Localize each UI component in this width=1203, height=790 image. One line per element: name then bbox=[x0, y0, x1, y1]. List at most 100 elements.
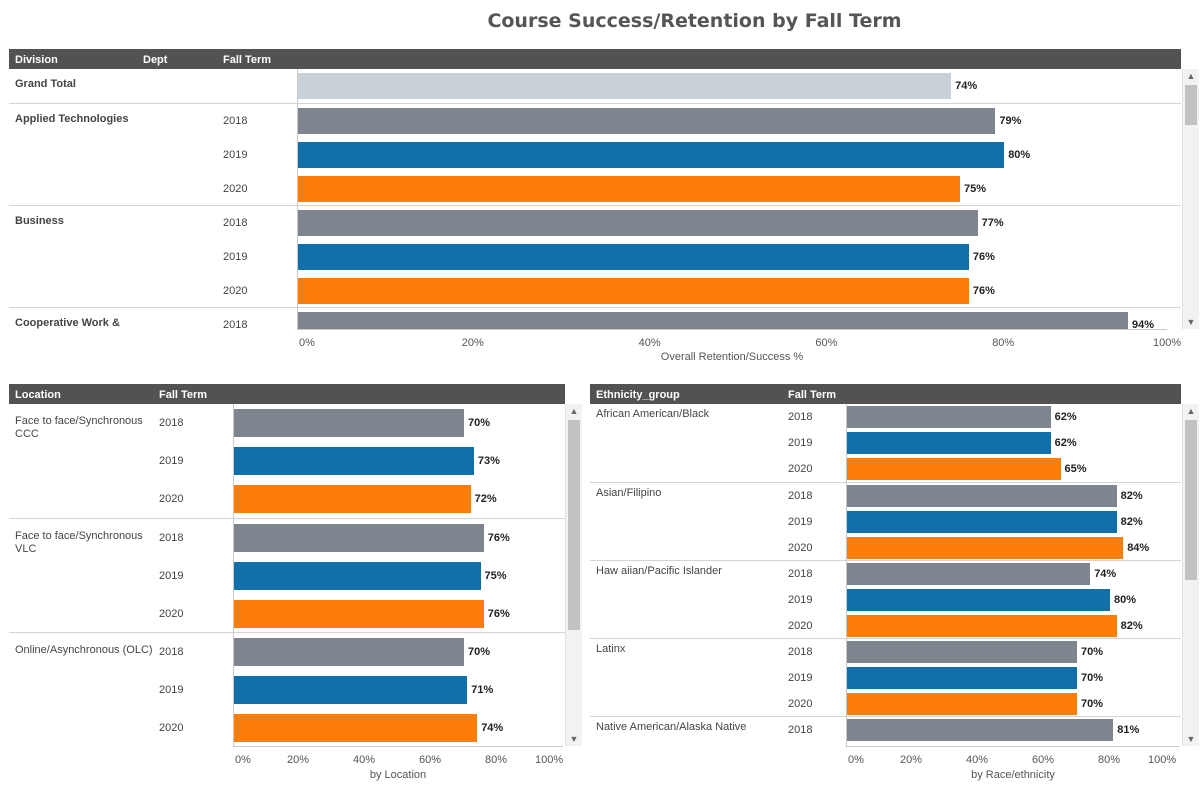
x-tick-label: 20% bbox=[287, 754, 310, 766]
term-label: 2020 bbox=[788, 620, 813, 632]
fall-term-column-header: Fall Term bbox=[223, 54, 272, 66]
term-label: 2018 bbox=[223, 217, 248, 229]
division-scrollbar[interactable]: ▲ ▼ bbox=[1182, 69, 1199, 329]
x-tick-label: 80% bbox=[1098, 754, 1121, 766]
group-label: Haw aiian/Pacific Islander bbox=[596, 565, 722, 577]
ethnicity-group-column-header: Ethnicity_group bbox=[596, 389, 680, 401]
bar-2020[interactable] bbox=[297, 278, 969, 304]
data-label: 80% bbox=[1114, 594, 1137, 606]
bar-2020[interactable] bbox=[297, 176, 960, 202]
bar-2020[interactable] bbox=[233, 485, 471, 513]
bar-2020[interactable] bbox=[846, 458, 1061, 480]
bar-2018[interactable] bbox=[846, 563, 1091, 585]
scroll-thumb[interactable] bbox=[1185, 420, 1197, 580]
group-label: Native American/Alaska Native bbox=[596, 721, 747, 733]
group-label: Grand Total bbox=[15, 78, 76, 90]
x-tick-label: 0% bbox=[235, 754, 251, 766]
bar-2019[interactable] bbox=[846, 589, 1110, 611]
bar-2020[interactable] bbox=[846, 693, 1077, 715]
scroll-down-arrow-icon[interactable]: ▼ bbox=[1186, 734, 1196, 744]
scroll-down-arrow-icon[interactable]: ▼ bbox=[569, 734, 579, 744]
term-label: 2019 bbox=[788, 594, 813, 606]
data-label: 74% bbox=[1094, 568, 1117, 580]
term-label: 2020 bbox=[159, 608, 184, 620]
bar-2018[interactable] bbox=[233, 409, 464, 437]
ethnicity-scrollbar[interactable]: ▲ ▼ bbox=[1182, 404, 1199, 746]
bar-2020[interactable] bbox=[233, 714, 478, 742]
x-tick-label: 20% bbox=[461, 337, 484, 349]
scroll-up-arrow-icon[interactable]: ▲ bbox=[1186, 406, 1196, 416]
row-group: Face to face/Synchronous CCC 2018 70% 2019 7… bbox=[9, 404, 565, 518]
bar-2018[interactable] bbox=[846, 641, 1077, 663]
x-tick-label: 0% bbox=[299, 337, 315, 349]
location-scrollbar[interactable]: ▲ ▼ bbox=[565, 404, 582, 746]
location-chart-panel: Location Fall Term Face to face/Synchron… bbox=[9, 384, 565, 784]
x-tick-label: 80% bbox=[485, 754, 508, 766]
data-label: 62% bbox=[1054, 437, 1077, 449]
term-label: 2020 bbox=[159, 493, 184, 505]
bar-2018[interactable] bbox=[233, 524, 484, 552]
term-label: 2018 bbox=[223, 115, 248, 127]
x-tick-label: 100% bbox=[535, 754, 564, 766]
scroll-down-arrow-icon[interactable]: ▼ bbox=[1186, 317, 1196, 327]
bar-2019[interactable] bbox=[297, 142, 1005, 168]
data-label: 79% bbox=[999, 115, 1022, 127]
division-table-header: Division Dept Fall Term bbox=[9, 49, 1181, 69]
data-label: 70% bbox=[468, 646, 491, 658]
scroll-thumb[interactable] bbox=[1185, 85, 1197, 125]
row-group: Asian/Filipino 2018 82% 2019 82% 2020 84% bbox=[590, 482, 1181, 560]
ethnicity-table-header: Ethnicity_group Fall Term bbox=[590, 384, 1181, 404]
bar-2019[interactable] bbox=[233, 447, 474, 475]
x-tick-label: 0% bbox=[848, 754, 864, 766]
data-label: 71% bbox=[471, 684, 494, 696]
term-label: 2018 bbox=[159, 532, 184, 544]
division-x-axis: 0% 20% 40% 60% 80% 100% bbox=[297, 329, 1181, 349]
row-group: Cooperative Work & 2018 94% bbox=[9, 307, 1181, 329]
row-group: Face to face/Synchronous VLC 2018 76% 2019 7… bbox=[9, 518, 565, 632]
data-label: 76% bbox=[487, 532, 510, 544]
term-label: 2018 bbox=[788, 646, 813, 658]
division-x-axis-title: Overall Retention/Success % bbox=[660, 351, 804, 363]
bar-2019[interactable] bbox=[233, 676, 468, 704]
data-label: 76% bbox=[972, 285, 995, 297]
term-label: 2019 bbox=[788, 437, 813, 449]
data-label: 77% bbox=[981, 217, 1004, 229]
scroll-up-arrow-icon[interactable]: ▲ bbox=[1186, 71, 1196, 81]
bar-2019[interactable] bbox=[297, 244, 969, 270]
scroll-thumb[interactable] bbox=[568, 420, 580, 630]
bar-2019[interactable] bbox=[846, 511, 1117, 533]
row-group: Online/Asynchronous (OLC) 2018 70% 2019 71% 2… bbox=[9, 632, 565, 746]
bar-total[interactable] bbox=[297, 73, 952, 99]
bar-2019[interactable] bbox=[233, 562, 481, 590]
bar-2020[interactable] bbox=[846, 615, 1117, 637]
data-label: 65% bbox=[1064, 463, 1087, 475]
bar-2018[interactable] bbox=[846, 485, 1117, 507]
scroll-up-arrow-icon[interactable]: ▲ bbox=[569, 406, 579, 416]
bar-2018[interactable] bbox=[297, 108, 996, 134]
dept-column-header: Dept bbox=[143, 54, 168, 66]
term-label: 2019 bbox=[159, 684, 184, 696]
bar-2020[interactable] bbox=[233, 600, 484, 628]
location-rows: Face to face/Synchronous CCC 2018 70% 2019 7… bbox=[9, 404, 565, 746]
division-chart-panel: Division Dept Fall Term Grand Total 74% Ap… bbox=[9, 49, 1181, 369]
bar-2020[interactable] bbox=[846, 537, 1124, 559]
plot-area-left-axis bbox=[233, 404, 234, 746]
bar-2019[interactable] bbox=[846, 432, 1051, 454]
term-label: 2018 bbox=[788, 724, 813, 736]
x-tick-label: 40% bbox=[638, 337, 661, 349]
row-group: Latinx 2018 70% 2019 70% 2020 70% bbox=[590, 638, 1181, 716]
bar-2018[interactable] bbox=[846, 406, 1051, 428]
data-label: 94% bbox=[1131, 319, 1154, 329]
data-label: 70% bbox=[1081, 698, 1104, 710]
bar-2018[interactable] bbox=[233, 638, 464, 666]
bar-2018[interactable] bbox=[297, 312, 1128, 329]
row-group: Business 2018 77% 2019 76% 2020 76% bbox=[9, 205, 1181, 307]
bar-2018[interactable] bbox=[846, 719, 1114, 741]
group-label: Face to face/Synchronous VLC bbox=[15, 530, 143, 555]
x-tick-label: 40% bbox=[353, 754, 376, 766]
location-column-header: Location bbox=[15, 389, 61, 401]
bar-2019[interactable] bbox=[846, 667, 1077, 689]
bar-2018[interactable] bbox=[297, 210, 978, 236]
group-label: Cooperative Work & bbox=[15, 317, 120, 329]
data-label: 76% bbox=[972, 251, 995, 263]
